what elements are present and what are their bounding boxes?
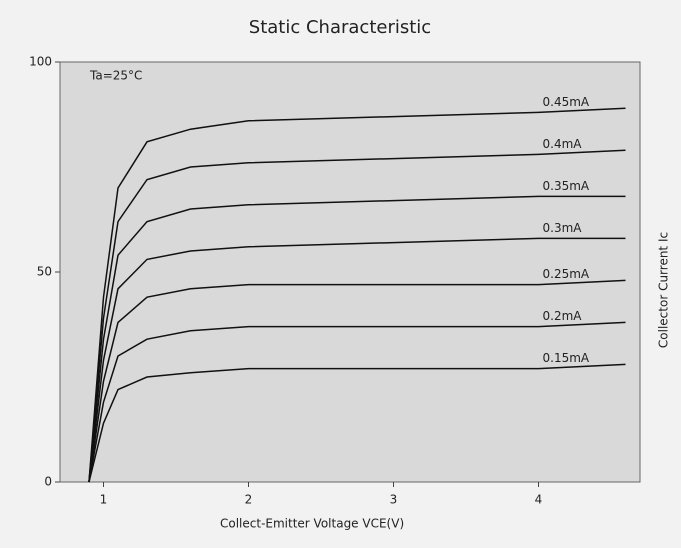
plot-area <box>59 61 641 483</box>
x-tick-label: 4 <box>535 493 543 507</box>
y-tick-label: 0 <box>44 475 52 489</box>
series-label: 0.2mA <box>543 309 583 323</box>
series-line <box>88 321 626 483</box>
y-axis-label: Collector Current Ic <box>657 232 671 348</box>
series-label: 0.35mA <box>543 179 590 193</box>
x-tick-label: 2 <box>245 493 253 507</box>
series-label: 0.45mA <box>543 95 590 109</box>
y-tick-label: 100 <box>29 55 52 69</box>
x-tick-label: 1 <box>100 493 108 507</box>
x-axis-label: Collect-Emitter Voltage VCE(V) <box>220 517 404 531</box>
y-tick-label: 50 <box>37 265 52 279</box>
chart-title: Static Characteristic <box>249 17 431 38</box>
series-label: 0.4mA <box>543 137 583 151</box>
series-line <box>88 279 626 483</box>
series-line <box>88 363 626 483</box>
series-line <box>88 237 626 483</box>
series-label: 0.3mA <box>543 221 583 235</box>
series-line <box>88 107 626 483</box>
series-line <box>88 149 626 483</box>
series-line <box>88 195 626 483</box>
x-tick-label: 3 <box>390 493 398 507</box>
series-label: 0.25mA <box>543 267 590 281</box>
series-label: 0.15mA <box>543 351 590 365</box>
annotation: Ta=25°C <box>89 69 142 83</box>
